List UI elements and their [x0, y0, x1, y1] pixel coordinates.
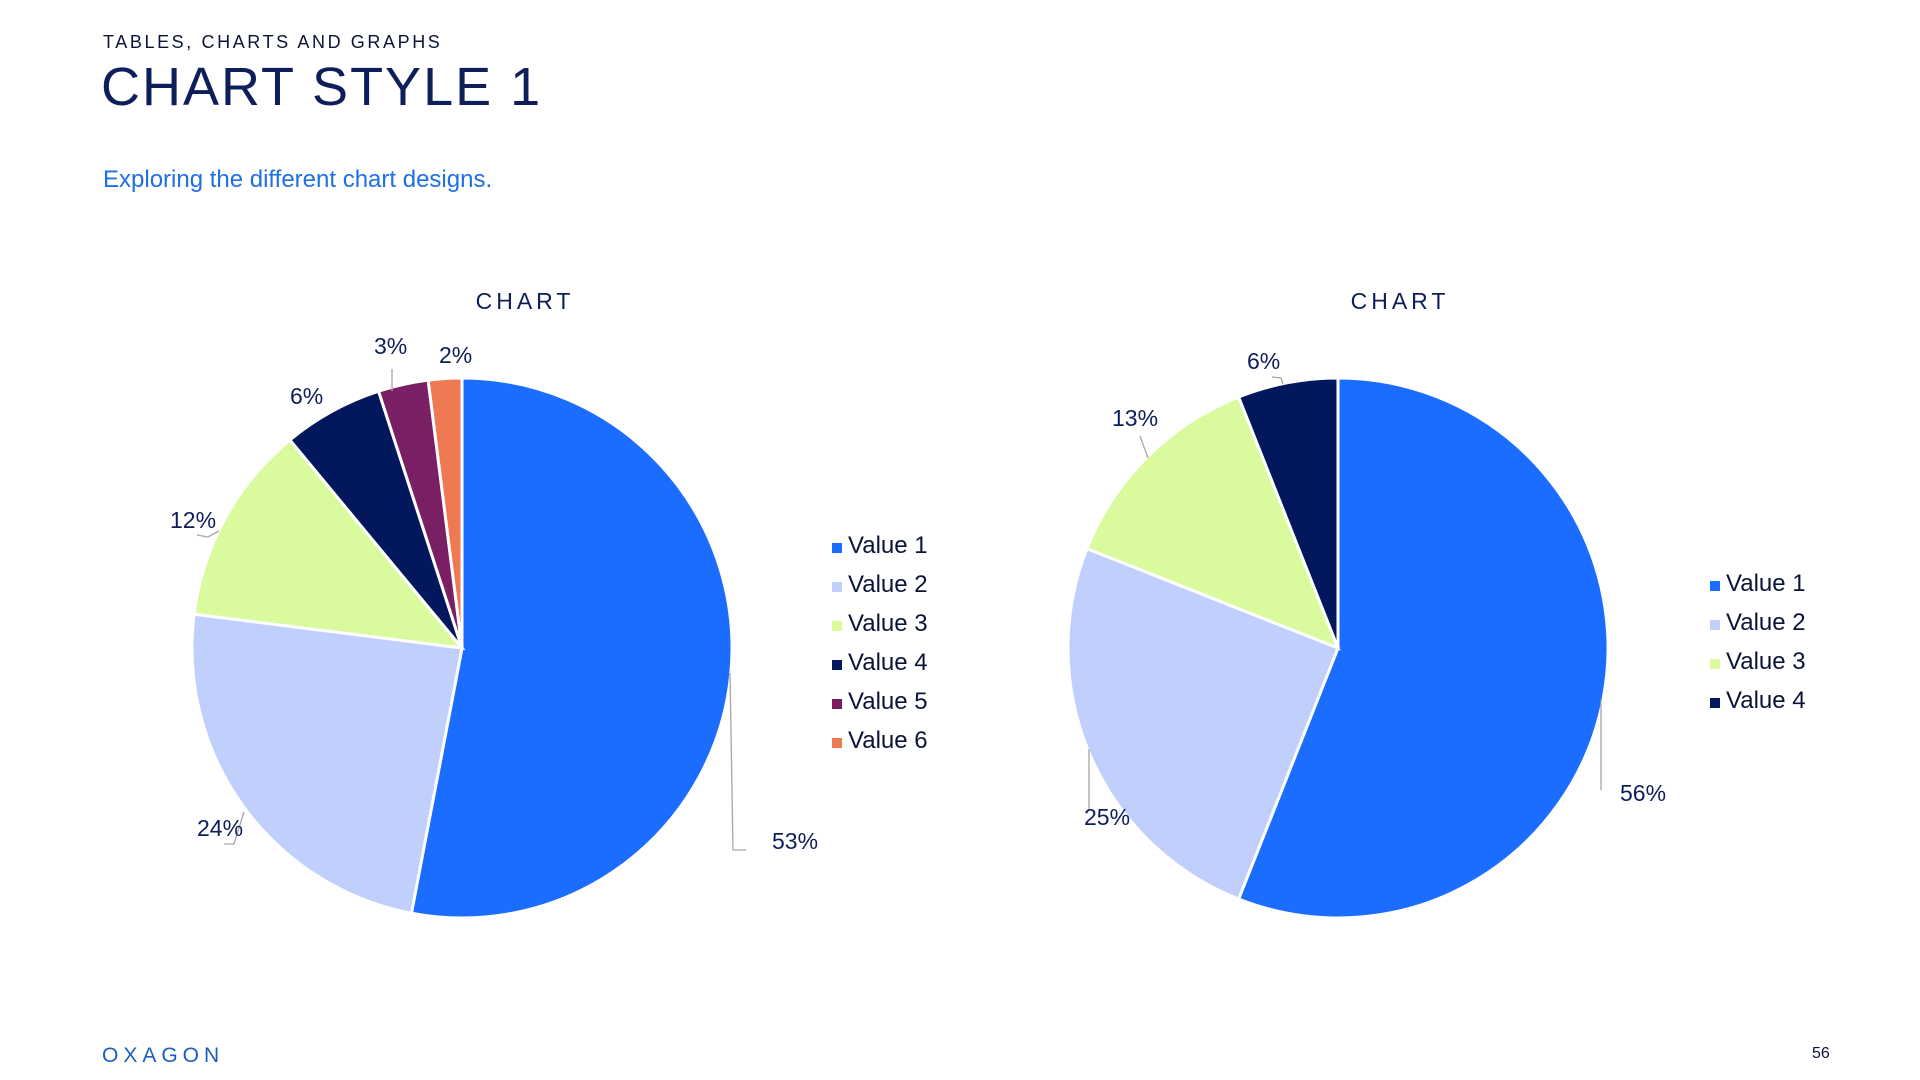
page-title: CHART STYLE 1: [101, 57, 543, 117]
data-label: 6%: [1247, 348, 1280, 374]
data-label: 24%: [197, 815, 243, 841]
pie-slice-value-1[interactable]: [409, 376, 734, 920]
legend-swatch: [832, 621, 842, 631]
pie-slice-value-2[interactable]: [190, 612, 464, 915]
data-label: 25%: [1084, 804, 1130, 830]
legend-swatch: [1710, 659, 1720, 669]
page-eyebrow: TABLES, CHARTS AND GRAPHS: [103, 32, 443, 52]
data-label: 12%: [170, 507, 216, 533]
legend-entry: Value 1: [848, 532, 928, 559]
data-label-leader: [224, 811, 245, 845]
legend-swatch: [832, 582, 842, 592]
legend-entry: Value 4: [848, 649, 928, 676]
legend-swatch: [832, 699, 842, 709]
data-label: 6%: [290, 383, 323, 409]
chart-title: CHART: [476, 288, 575, 314]
legend-swatch: [1710, 620, 1720, 630]
pie-chart-1: CHART 53% 24% 12% 6% 3% 2% Value 1 Value 2 Value …: [170, 288, 928, 920]
legend-entry: Value 2: [1726, 609, 1806, 636]
legend-entry: Value 2: [848, 571, 928, 598]
legend-swatch: [1710, 698, 1720, 708]
legend-entry: Value 5: [848, 688, 928, 715]
legend-swatch: [1710, 581, 1720, 591]
legend-entry: Value 1: [1726, 570, 1806, 597]
pie-slice-value-3[interactable]: [192, 437, 466, 650]
pie-slice-value-2[interactable]: [1066, 546, 1340, 901]
data-label-leader: [1139, 435, 1149, 459]
footer-logo: OXAGON: [102, 1044, 225, 1067]
data-label-leader: [1271, 376, 1284, 385]
pie-chart-2: CHART 56% 25% 13% 6% Value 1 Value 2 Value 3 Val…: [1066, 288, 1806, 920]
page-subtitle: Exploring the different chart designs.: [103, 166, 493, 193]
page-number: 56: [1812, 1045, 1830, 1062]
legend-swatch: [832, 738, 842, 748]
data-label: 13%: [1112, 405, 1158, 431]
data-label: 2%: [439, 342, 472, 368]
data-label: 56%: [1620, 780, 1666, 806]
pie-slice-value-1[interactable]: [1236, 376, 1610, 920]
data-label: 53%: [772, 828, 818, 854]
data-label-leader: [729, 672, 746, 851]
legend-entry: Value 4: [1726, 687, 1806, 714]
legend-entry: Value 3: [848, 610, 928, 637]
data-label: 3%: [374, 333, 407, 359]
pie-slice-value-4[interactable]: [1236, 376, 1340, 649]
legend-swatch: [832, 543, 842, 553]
legend-swatch: [832, 660, 842, 670]
chart-title: CHART: [1351, 288, 1450, 314]
legend-entry: Value 3: [1726, 648, 1806, 675]
pie-slice-value-6[interactable]: [426, 376, 464, 649]
data-label-leader: [196, 530, 220, 538]
legend-entry: Value 6: [848, 727, 928, 754]
